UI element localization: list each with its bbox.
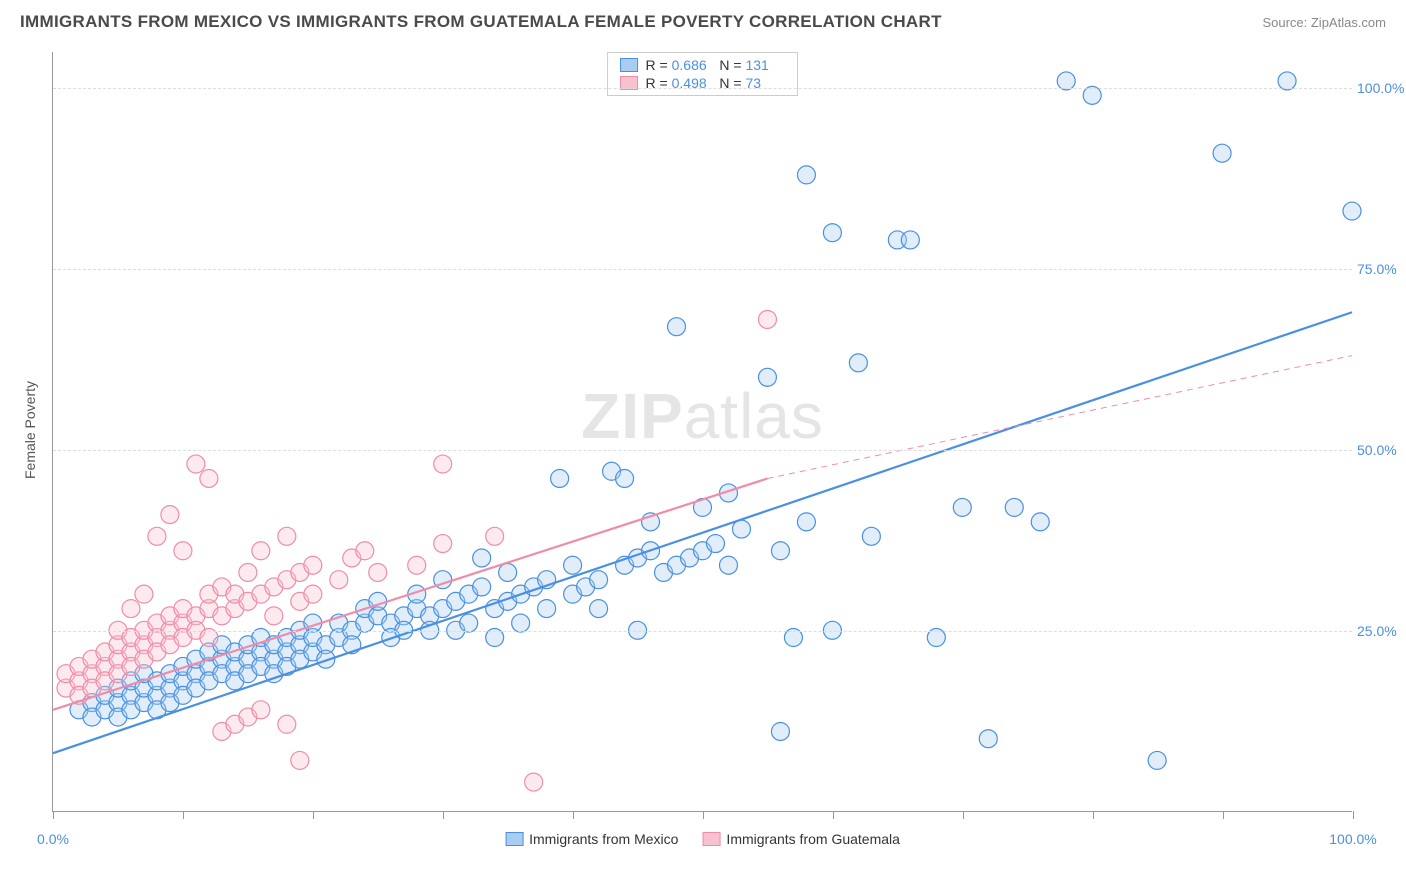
data-point: [122, 600, 140, 618]
data-point: [823, 224, 841, 242]
chart-plot-area: ZIPatlas R = 0.686 N = 131 R = 0.498 N =…: [52, 52, 1352, 812]
data-point: [525, 773, 543, 791]
data-point: [668, 318, 686, 336]
trend-line: [53, 312, 1352, 753]
data-point: [1343, 202, 1361, 220]
trend-line-extrapolated: [767, 356, 1352, 479]
data-point: [473, 549, 491, 567]
legend-row-mexico: R = 0.686 N = 131: [620, 57, 786, 73]
data-point: [291, 751, 309, 769]
data-point: [797, 166, 815, 184]
data-point: [616, 469, 634, 487]
data-point: [252, 701, 270, 719]
legend-series: Immigrants from Mexico Immigrants from G…: [505, 831, 900, 847]
y-tick-label: 25.0%: [1357, 623, 1406, 639]
data-point: [473, 578, 491, 596]
data-point: [732, 520, 750, 538]
data-point: [278, 527, 296, 545]
data-point: [1213, 144, 1231, 162]
data-point: [771, 542, 789, 560]
data-point: [538, 600, 556, 618]
source-attribution: Source: ZipAtlas.com: [1262, 15, 1386, 30]
data-point: [1031, 513, 1049, 531]
data-point: [265, 607, 283, 625]
data-point: [499, 563, 517, 581]
data-point: [330, 571, 348, 589]
data-point: [849, 354, 867, 372]
data-point: [187, 455, 205, 473]
data-point: [460, 614, 478, 632]
chart-title: IMMIGRANTS FROM MEXICO VS IMMIGRANTS FRO…: [20, 12, 942, 32]
data-point: [252, 542, 270, 560]
data-point: [135, 585, 153, 603]
legend-correlation-box: R = 0.686 N = 131 R = 0.498 N = 73: [607, 52, 799, 96]
x-tick-label: 100.0%: [1329, 831, 1376, 847]
data-point: [862, 527, 880, 545]
data-point: [434, 455, 452, 473]
y-tick-label: 100.0%: [1357, 80, 1406, 96]
swatch-mexico-bottom: [505, 832, 523, 846]
data-point: [797, 513, 815, 531]
y-tick-label: 75.0%: [1357, 261, 1406, 277]
data-point: [148, 527, 166, 545]
trend-line: [53, 478, 767, 709]
data-point: [174, 542, 192, 560]
data-point: [1148, 751, 1166, 769]
data-point: [239, 563, 257, 581]
data-point: [758, 310, 776, 328]
x-tick-label: 0.0%: [37, 831, 69, 847]
data-point: [706, 535, 724, 553]
data-point: [434, 535, 452, 553]
data-point: [356, 542, 374, 560]
data-point: [590, 571, 608, 589]
chart-header: IMMIGRANTS FROM MEXICO VS IMMIGRANTS FRO…: [0, 0, 1406, 40]
data-point: [590, 600, 608, 618]
data-point: [486, 527, 504, 545]
data-point: [719, 556, 737, 574]
data-point: [408, 556, 426, 574]
data-point: [564, 556, 582, 574]
data-point: [979, 730, 997, 748]
data-point: [758, 368, 776, 386]
data-point: [369, 563, 387, 581]
data-point: [278, 715, 296, 733]
legend-item-mexico: Immigrants from Mexico: [505, 831, 678, 847]
plot-svg: [53, 52, 1352, 811]
data-point: [771, 722, 789, 740]
data-point: [200, 469, 218, 487]
data-point: [304, 585, 322, 603]
data-point: [304, 556, 322, 574]
data-point: [953, 498, 971, 516]
source-link[interactable]: ZipAtlas.com: [1311, 15, 1386, 30]
data-point: [901, 231, 919, 249]
swatch-mexico: [620, 58, 638, 72]
data-point: [551, 469, 569, 487]
data-point: [161, 506, 179, 524]
y-axis-title: Female Poverty: [22, 381, 38, 479]
data-point: [512, 614, 530, 632]
data-point: [1005, 498, 1023, 516]
legend-item-guatemala: Immigrants from Guatemala: [702, 831, 900, 847]
swatch-guatemala-bottom: [702, 832, 720, 846]
y-tick-label: 50.0%: [1357, 442, 1406, 458]
